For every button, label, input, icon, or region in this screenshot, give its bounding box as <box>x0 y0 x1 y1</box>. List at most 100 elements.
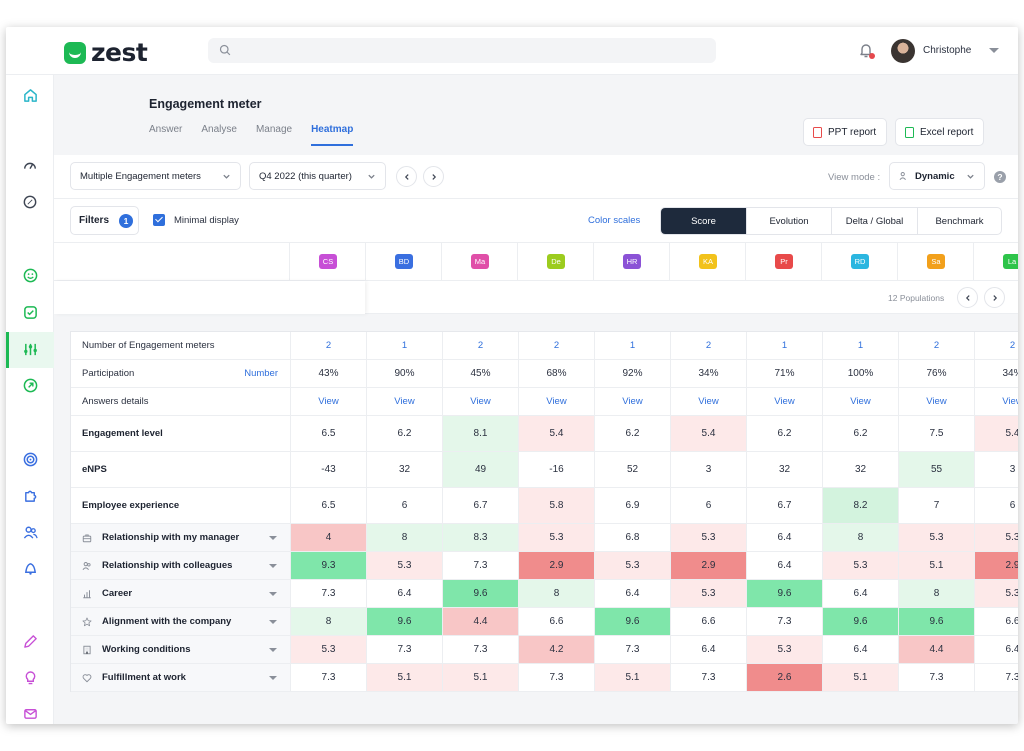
row-label-cell[interactable]: Working conditions <box>71 636 291 663</box>
filters-button[interactable]: Filters 1 <box>70 206 139 235</box>
view-answers-link[interactable]: View <box>519 388 595 415</box>
expand-chevron-icon[interactable] <box>269 675 277 680</box>
heatmap-cell: 6 <box>975 488 1018 523</box>
populations-prev-button[interactable] <box>957 287 978 308</box>
population-badge[interactable]: RD <box>851 254 869 269</box>
tab-analyse[interactable]: Analyse <box>201 124 237 135</box>
populations-next-button[interactable] <box>984 287 1005 308</box>
view-evolution-button[interactable]: Evolution <box>746 208 831 234</box>
row-label-cell[interactable]: Alignment with the company <box>71 608 291 635</box>
period-prev-button[interactable] <box>396 166 417 187</box>
view-answers-link[interactable]: View <box>291 388 367 415</box>
heatmap-cell: 6.4 <box>367 580 443 607</box>
puzzle-icon[interactable] <box>22 487 38 503</box>
app-logo[interactable]: zest <box>64 38 148 67</box>
user-menu-chevron-icon[interactable] <box>989 48 999 53</box>
meter-select[interactable]: Multiple Engagement meters <box>70 162 241 190</box>
population-badge[interactable]: La <box>1003 254 1018 269</box>
expand-chevron-icon[interactable] <box>269 535 277 540</box>
view-answers-link[interactable]: View <box>443 388 519 415</box>
minimal-display-checkbox[interactable] <box>153 214 165 226</box>
period-next-button[interactable] <box>423 166 444 187</box>
heatmap-cell[interactable]: 1 <box>367 332 443 359</box>
heatmap-cell[interactable]: 2 <box>975 332 1018 359</box>
bell-group-icon[interactable] <box>22 560 38 576</box>
users-icon[interactable] <box>22 524 38 540</box>
heatmap-cell: 34% <box>671 360 747 387</box>
arrow-circle-icon[interactable] <box>22 377 38 393</box>
heatmap-cell: 6.4 <box>823 580 899 607</box>
view-answers-link[interactable]: View <box>747 388 823 415</box>
lightbulb-icon[interactable] <box>22 669 38 685</box>
heatmap-cell: 6.6 <box>519 608 595 635</box>
heatmap-cell[interactable]: 1 <box>823 332 899 359</box>
gauge-icon[interactable] <box>22 158 38 174</box>
population-nav-row: 12 Populations <box>54 281 1018 314</box>
notifications-bell-icon[interactable] <box>858 42 874 62</box>
minimal-display-label[interactable]: Minimal display <box>174 215 239 226</box>
expand-chevron-icon[interactable] <box>269 591 277 596</box>
population-badge[interactable]: CS <box>319 254 337 269</box>
row-label-cell[interactable]: Relationship with colleagues <box>71 552 291 579</box>
view-delta-global-button[interactable]: Delta / Global <box>831 208 917 234</box>
heatmap-cell[interactable]: 2 <box>899 332 975 359</box>
population-badge[interactable]: Pr <box>775 254 793 269</box>
participation-number-link[interactable]: Number <box>244 368 278 379</box>
view-answers-link[interactable]: View <box>823 388 899 415</box>
heatmap-cell: 5.3 <box>671 580 747 607</box>
heatmap-cell[interactable]: 2 <box>443 332 519 359</box>
heatmap-cell[interactable]: 2 <box>519 332 595 359</box>
user-name[interactable]: Christophe <box>923 45 972 56</box>
heatmap-cell: 6.4 <box>671 636 747 663</box>
mail-icon[interactable] <box>22 705 38 721</box>
heatmap-cell: 6 <box>367 488 443 523</box>
heatmap-cell[interactable]: 2 <box>291 332 367 359</box>
view-answers-link[interactable]: View <box>671 388 747 415</box>
expand-chevron-icon[interactable] <box>269 619 277 624</box>
row-label-cell[interactable]: Fulfillment at work <box>71 664 291 691</box>
help-icon[interactable]: ? <box>994 171 1006 183</box>
expand-chevron-icon[interactable] <box>269 563 277 568</box>
row-label-cell: Answers details <box>71 388 291 415</box>
ppt-report-button[interactable]: PPT report <box>803 118 887 146</box>
population-badge[interactable]: Sa <box>927 254 945 269</box>
expand-chevron-icon[interactable] <box>269 647 277 652</box>
view-answers-link[interactable]: View <box>367 388 443 415</box>
heatmap-cell[interactable]: 1 <box>747 332 823 359</box>
avatar[interactable] <box>891 39 915 63</box>
users-icon <box>899 172 906 181</box>
population-badge[interactable]: De <box>547 254 565 269</box>
color-scales-link[interactable]: Color scales <box>588 215 641 226</box>
population-badge[interactable]: HR <box>623 254 641 269</box>
check-square-icon[interactable] <box>22 304 38 320</box>
tab-answer[interactable]: Answer <box>149 124 183 135</box>
heatmap-cell[interactable]: 1 <box>595 332 671 359</box>
tab-heatmap[interactable]: Heatmap <box>311 124 354 146</box>
frozen-column-shadow <box>54 281 365 314</box>
search-input[interactable] <box>208 38 716 63</box>
population-badge[interactable]: BD <box>395 254 413 269</box>
target-icon[interactable] <box>22 451 38 467</box>
population-badge[interactable]: Ma <box>471 254 489 269</box>
heatmap-cell: 5.3 <box>899 524 975 551</box>
view-answers-link[interactable]: View <box>595 388 671 415</box>
view-benchmark-button[interactable]: Benchmark <box>917 208 1001 234</box>
heatmap-cell[interactable]: 2 <box>671 332 747 359</box>
view-answers-link[interactable]: View <box>899 388 975 415</box>
row-label-cell[interactable]: Relationship with my manager <box>71 524 291 551</box>
view-mode-select[interactable]: Dynamic <box>889 162 985 190</box>
home-icon[interactable] <box>22 87 38 103</box>
tab-manage[interactable]: Manage <box>255 124 293 135</box>
period-select[interactable]: Q4 2022 (this quarter) <box>249 162 386 190</box>
population-badge[interactable]: KA <box>699 254 717 269</box>
row-label-cell[interactable]: Career <box>71 580 291 607</box>
compass-icon[interactable] <box>22 194 38 210</box>
row-label-cell: eNPS <box>71 452 291 487</box>
view-score-button[interactable]: Score <box>661 208 746 234</box>
edit-icon[interactable] <box>22 633 38 649</box>
smiley-icon[interactable] <box>22 267 38 283</box>
excel-report-button[interactable]: Excel report <box>895 118 984 146</box>
heatmap-cell: 4.4 <box>899 636 975 663</box>
sliders-icon[interactable] <box>22 341 38 357</box>
view-answers-link[interactable]: View <box>975 388 1018 415</box>
